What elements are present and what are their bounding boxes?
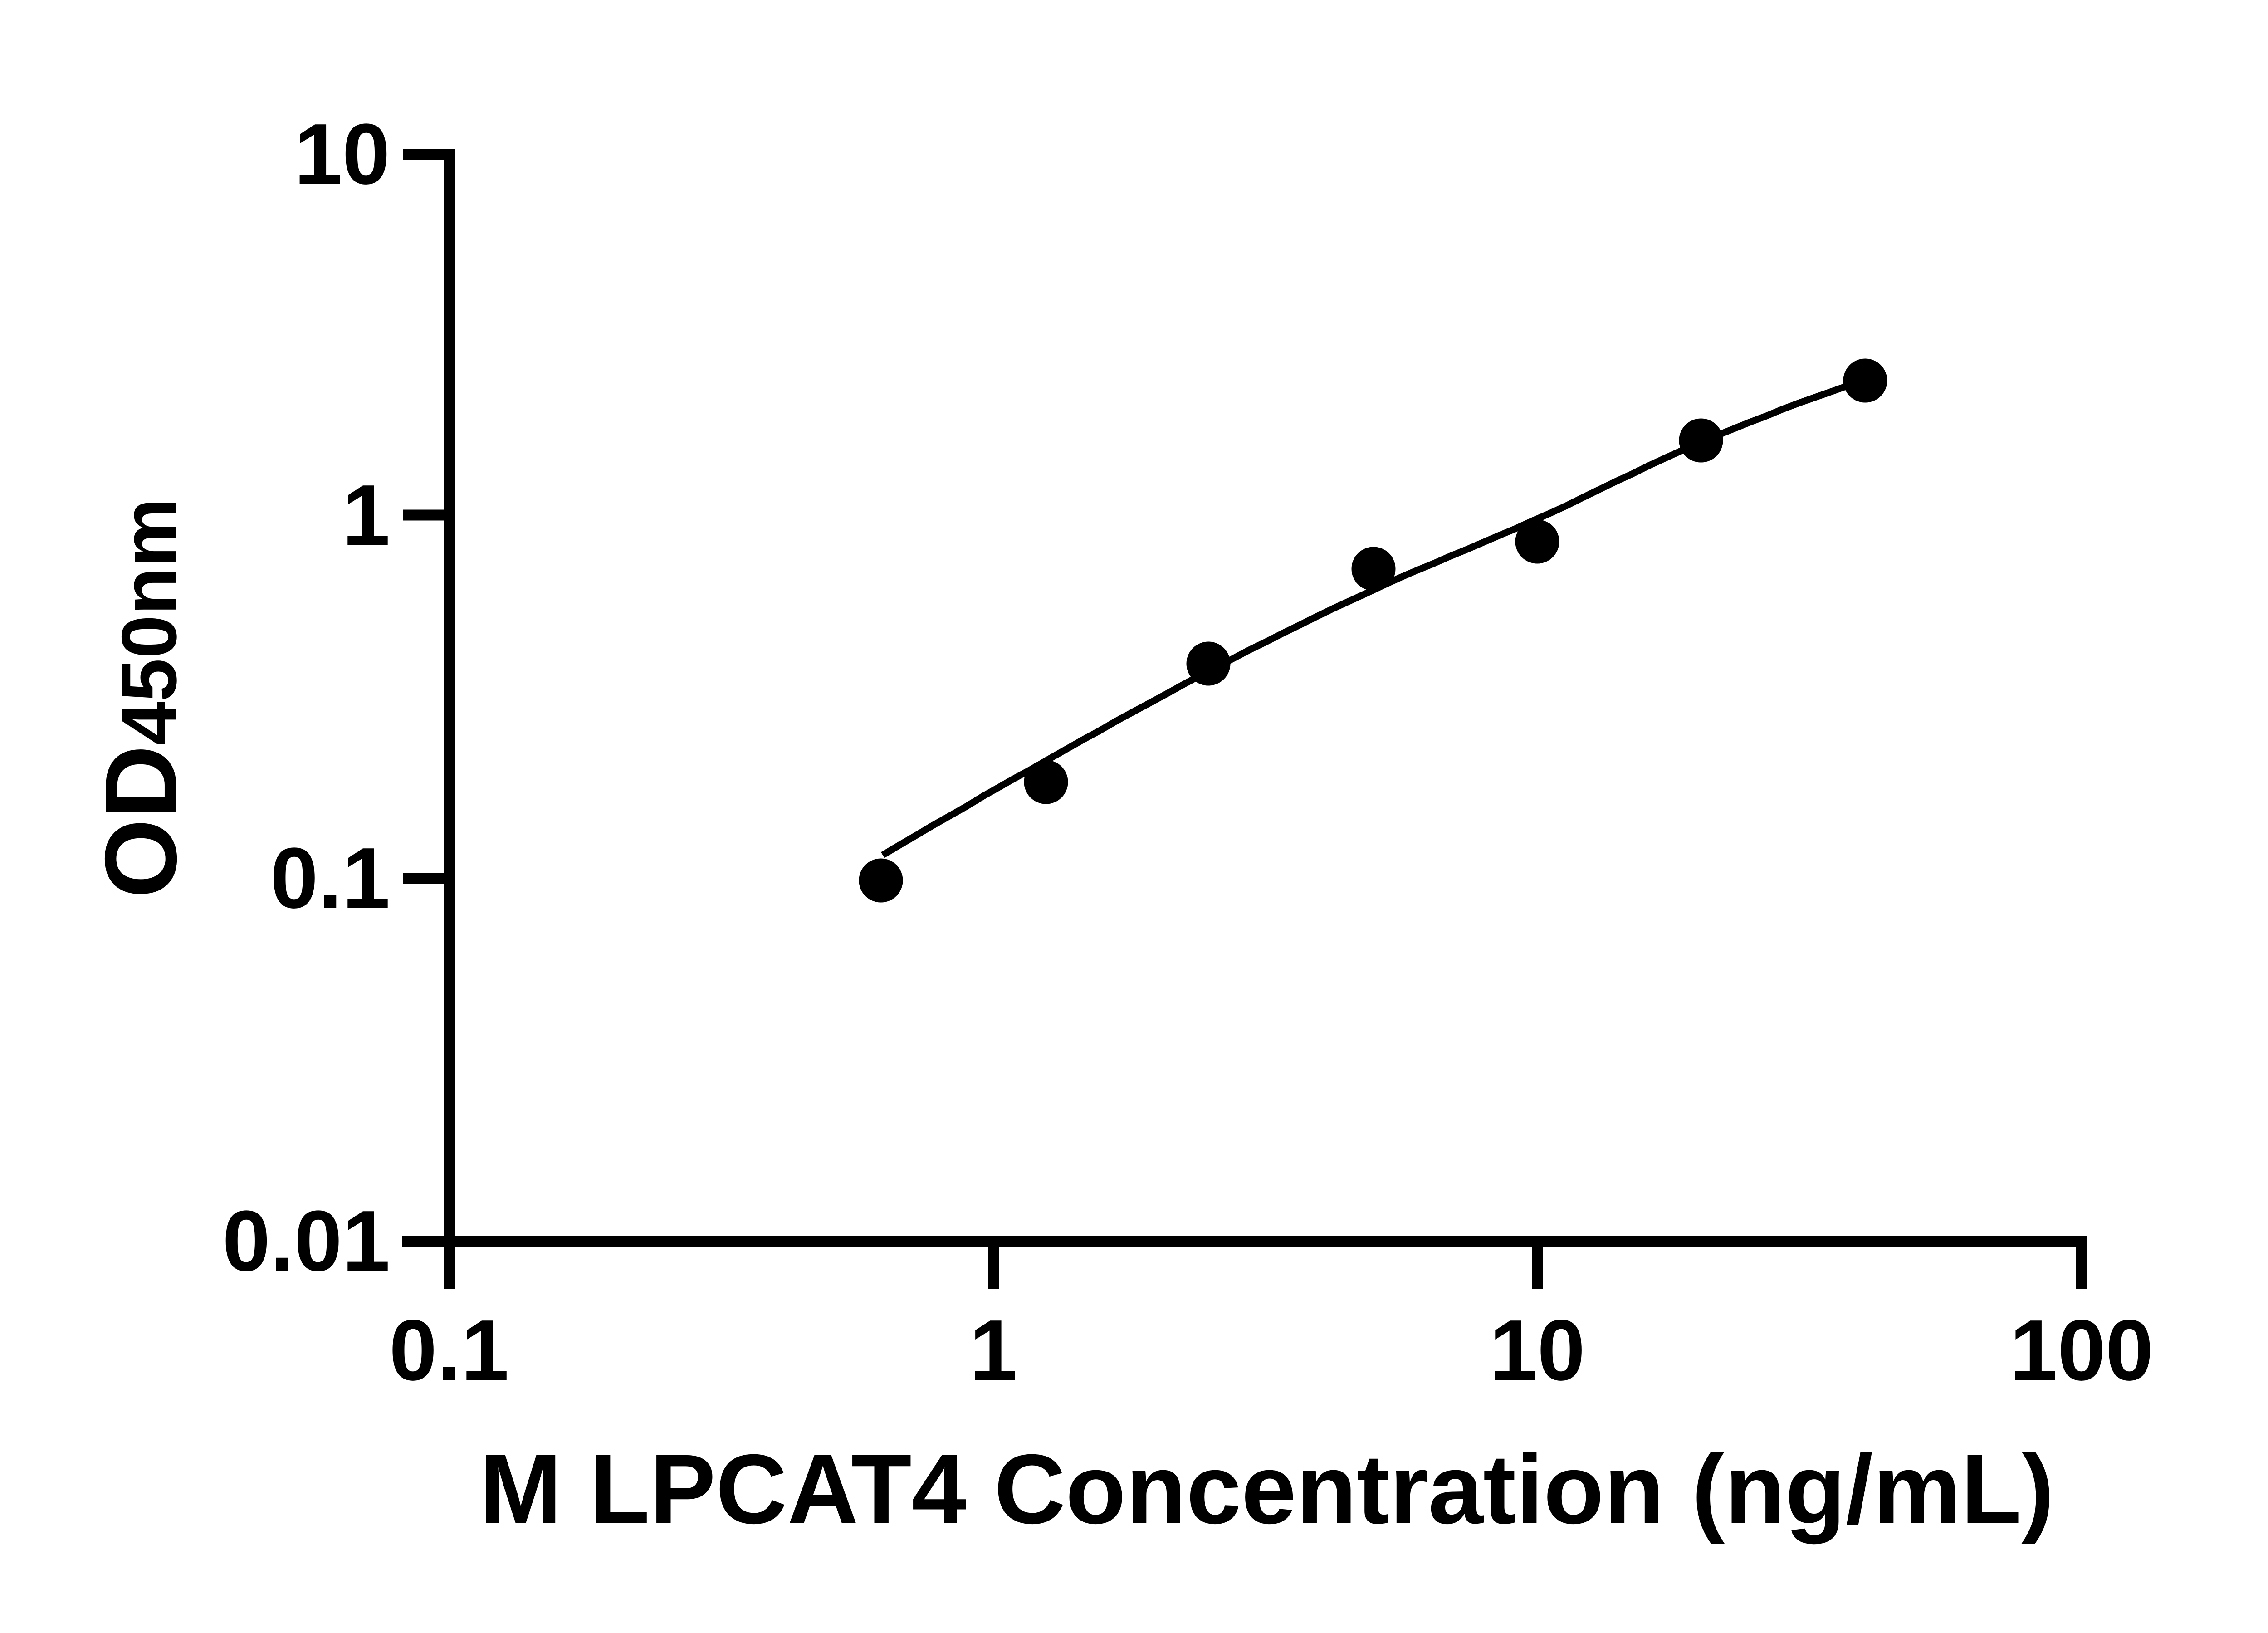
svg-text:1: 1 [969,1302,1017,1398]
svg-text:0.01: 0.01 [222,1193,390,1289]
svg-text:0.1: 0.1 [270,830,390,926]
svg-text:0.1: 0.1 [389,1302,509,1398]
svg-text:10: 10 [294,106,390,202]
svg-text:M LPCAT4 Concentration (ng/mL): M LPCAT4 Concentration (ng/mL) [479,1434,2054,1545]
svg-text:OD450nm: OD450nm [83,498,198,898]
svg-text:100: 100 [2009,1302,2153,1398]
svg-text:10: 10 [1489,1302,1585,1398]
svg-text:1: 1 [342,467,390,563]
